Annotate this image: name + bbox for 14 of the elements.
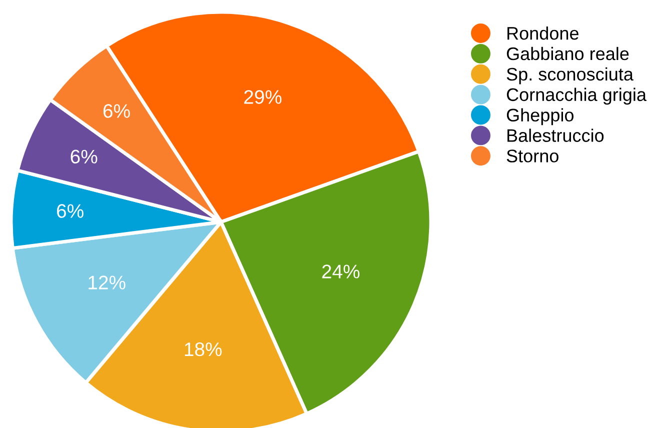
data-label: 6% <box>103 104 130 118</box>
legend-label: Cornacchia grigia <box>506 88 646 105</box>
data-label: 12% <box>88 276 126 290</box>
data-label: 18% <box>184 342 222 356</box>
legend-label: Gheppio <box>506 108 574 126</box>
legend-label: Sp. sconosciuta <box>506 67 634 84</box>
data-label: 29% <box>244 90 282 104</box>
data-label: 6% <box>70 150 98 164</box>
data-label: 6% <box>57 204 84 218</box>
legend-label: Storno <box>506 150 558 162</box>
legend-label: Balestruccio <box>507 128 604 142</box>
legend-label: Rondone <box>507 26 578 40</box>
legend-label: Gabbiano reale <box>506 46 629 60</box>
data-label: 24% <box>322 264 360 278</box>
